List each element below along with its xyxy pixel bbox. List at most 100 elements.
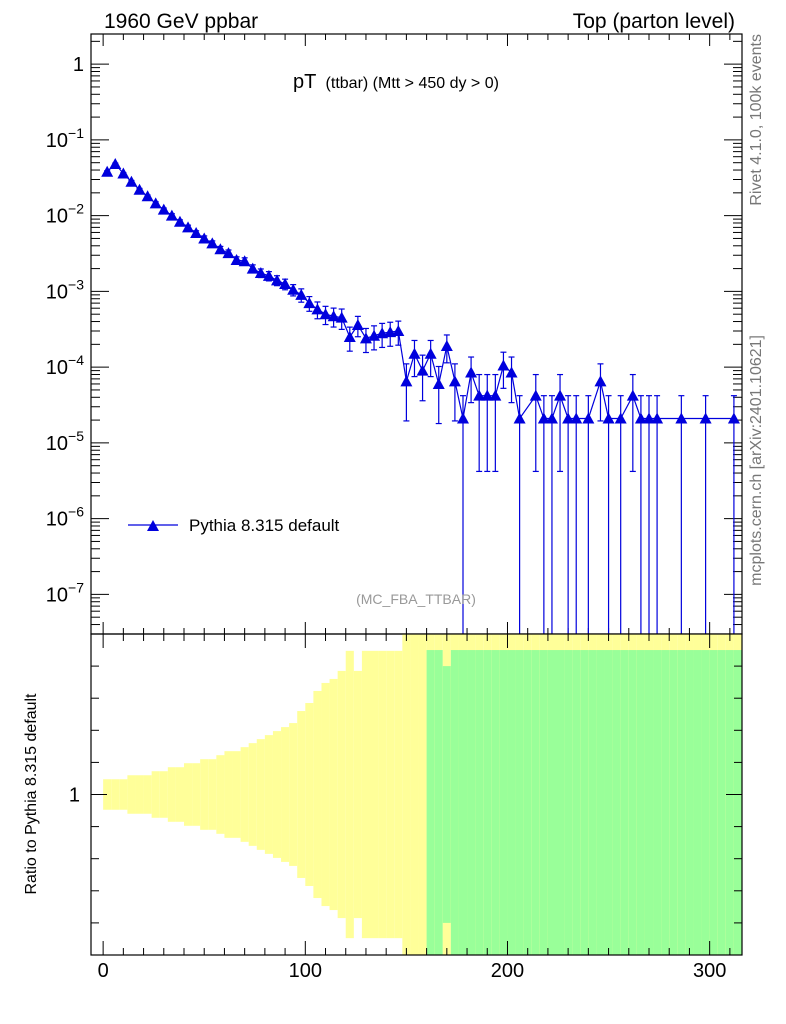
y-tick-label: 10−3: [46, 276, 84, 303]
legend: Pythia 8.315 default: [128, 516, 340, 535]
data-point: [408, 347, 421, 359]
ratio-band-total: [329, 678, 338, 911]
ratio-band-total: [208, 759, 217, 830]
data-point: [545, 412, 558, 424]
data-point: [651, 412, 664, 424]
ratio-band-stat: [669, 650, 678, 955]
ratio-band-stat: [636, 650, 645, 955]
y-tick-label: 1: [73, 54, 84, 76]
ratio-band-total: [313, 690, 322, 899]
data-point: [416, 364, 429, 376]
data-point: [594, 375, 607, 387]
ratio-band-stat: [653, 650, 662, 955]
ratio-band-stat: [483, 650, 492, 955]
ratio-band-total: [256, 739, 265, 850]
data-point: [230, 253, 243, 265]
y-tick-label: 10−4: [46, 352, 84, 379]
ratio-panel: 1 0 100 200 300 Ratio to Pythia 8.315 defaul…: [23, 633, 743, 982]
y-tick-label: 10−5: [46, 428, 84, 455]
data-point: [537, 412, 550, 424]
ratio-band-stat: [564, 650, 573, 955]
plot-title: pT (ttbar) (Mtt > 450 dy > 0): [293, 71, 499, 93]
ratio-band-total: [167, 767, 176, 822]
ratio-band-total: [370, 650, 379, 939]
ratio-band-stat: [612, 650, 621, 955]
data-point: [222, 247, 235, 259]
analysis-tag: (MC_FBA_TTBAR): [356, 591, 476, 607]
ratio-band-stat: [547, 650, 556, 955]
data-point: [101, 165, 114, 177]
data-point: [206, 237, 219, 249]
data-point: [473, 389, 486, 401]
data-point: [198, 232, 211, 244]
data-point: [505, 366, 518, 378]
y-tick-label: 10−2: [46, 201, 84, 228]
ratio-band-total: [410, 634, 419, 955]
data-point: [497, 359, 510, 371]
data-point: [392, 325, 405, 337]
ratio-band-total: [386, 650, 395, 939]
data-point: [303, 297, 316, 309]
ratio-band-stat: [596, 650, 605, 955]
ratio-band-total: [418, 634, 427, 955]
data-point: [165, 209, 178, 221]
data-point: [287, 283, 300, 295]
ratio-x-tick-label: 200: [491, 960, 524, 982]
mcplots-label: mcplots.cern.ch [arXiv:2401.10621]: [748, 335, 765, 586]
data-point: [133, 183, 146, 195]
ratio-band-stat: [442, 666, 451, 923]
ratio-band-total: [353, 670, 362, 919]
ratio-band-stat: [644, 650, 654, 955]
ratio-band-stat: [475, 650, 484, 955]
ratio-band-total: [305, 703, 314, 886]
data-point: [246, 262, 259, 274]
ratio-band-stat: [556, 650, 565, 955]
ratio-ticks: 1 0 100 200 300: [69, 634, 742, 982]
ratio-band-stat: [467, 650, 476, 955]
ratio-band-stat: [499, 650, 508, 955]
data-point: [489, 389, 502, 401]
ratio-band-total: [232, 751, 241, 838]
data-point: [602, 412, 615, 424]
data-point: [238, 255, 251, 267]
main-plot-panel: 1 10−1 10−2 10−3 10−4 10−5 10−6 10−7 pT (ttbar)…: [46, 33, 743, 635]
ratio-band-total: [119, 779, 128, 810]
ratio-band-stat: [717, 650, 726, 955]
ratio-band-stat: [491, 650, 500, 955]
ratio-band-total: [345, 650, 354, 939]
ratio-band-total: [378, 650, 387, 939]
ratio-x-tick-label: 0: [98, 960, 109, 982]
main-plot-frame: [90, 33, 743, 635]
ratio-bands: [103, 634, 742, 955]
legend-label: Pythia 8.315 default: [189, 516, 340, 535]
ratio-band-stat: [661, 650, 670, 955]
data-point: [634, 412, 647, 424]
data-point: [173, 215, 186, 227]
data-point: [182, 221, 195, 233]
ratio-band-stat: [523, 650, 532, 955]
ratio-frame: [90, 633, 743, 956]
ratio-x-tick-label: 300: [693, 960, 726, 982]
data-point: [311, 303, 324, 315]
ratio-band-stat: [693, 650, 702, 955]
data-point: [699, 412, 712, 424]
data-point: [327, 310, 340, 322]
rivet-label: Rivet 4.1.0, 100k events: [748, 34, 765, 206]
ratio-band-total: [264, 735, 273, 854]
ratio-band-stat: [531, 650, 540, 955]
ratio-band-stat: [507, 650, 516, 955]
main-plot-series: [101, 158, 740, 634]
ratio-band-stat: [434, 650, 443, 955]
ratio-band-total: [216, 755, 225, 834]
ratio-band-total: [143, 775, 152, 814]
ratio-band-total: [402, 634, 411, 955]
data-point: [279, 278, 292, 290]
data-point: [432, 377, 445, 389]
ratio-band-total: [175, 767, 184, 822]
ratio-band-total: [135, 775, 144, 814]
ratio-band-stat: [604, 650, 613, 955]
ratio-band-total: [184, 763, 193, 826]
ratio-band-total: [224, 751, 233, 838]
ratio-band-total: [103, 779, 112, 810]
